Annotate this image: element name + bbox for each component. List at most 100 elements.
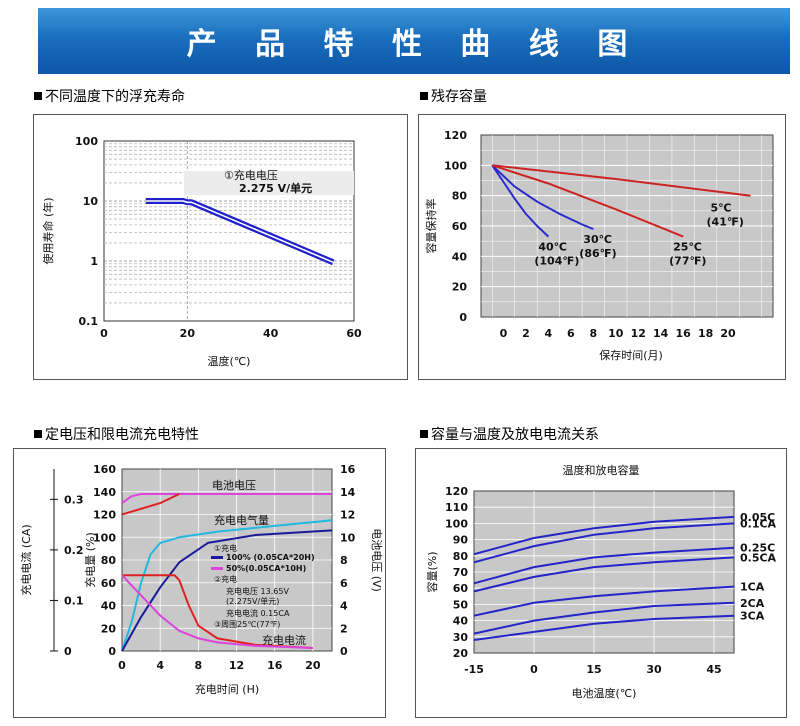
y-right-tick-label: 14 [340,486,356,499]
y-tick-label: 140 [93,486,116,499]
series-label: 2CA [740,597,765,610]
series-label-sub: (77℉) [669,255,706,268]
y-tick-label: 50 [453,598,469,611]
y-tick-label: 20 [453,647,469,660]
y-right-tick-label: 0 [340,645,348,658]
legend-swatch-navy [211,556,223,559]
x-tick-label: 60 [346,327,362,340]
y-tick-label: 160 [93,463,116,476]
y-tick-label: 120 [444,129,467,142]
y-tick-label: 90 [453,534,469,547]
series-line [473,515,735,556]
y-tick-label: 100 [444,159,467,172]
y-tick-label: 1 [90,255,98,268]
series-line [492,164,751,197]
x-tick-label: 45 [706,663,721,676]
annotation-box [184,171,354,195]
series-label: 1CA [740,581,765,594]
x-tick-label: 4 [156,659,164,672]
y-right-tick-label: 4 [340,600,348,613]
series-label: 30℃ [583,233,612,246]
bullet-square-icon [34,430,42,438]
annot-legend-2a: ②充电 [214,574,237,584]
chart-title: 温度和放电容量 [563,463,640,477]
bullet-square-icon [420,92,428,100]
series-label: 40℃ [538,241,567,254]
y-right-tick-label: 8 [340,554,348,567]
series-label-sub: (104℉) [534,255,579,268]
y-tick-label: 120 [93,509,116,522]
current-axis-label: 充电电流 (CA) [19,524,33,595]
current-tick-label: 0.3 [64,493,84,506]
y-tick-label: 100 [75,135,98,148]
y-axis-label: 使用寿命 (年) [41,197,55,264]
y-axis-label: 容量保持率 [424,199,438,254]
y-tick-label: 40 [101,600,117,613]
y-tick-label: 20 [101,622,117,635]
x-tick-label: -15 [464,663,484,676]
series-line [473,585,735,617]
y-tick-label: 120 [445,485,468,498]
y-tick-label: 20 [452,281,468,294]
y-right-tick-label: 10 [340,531,356,544]
y-tick-label: 100 [93,531,116,544]
x-tick-label: 18 [698,327,713,340]
chart-charge-panel: 0 4 8 12 16 20 0 20 40 60 80 100 120 140 160 0 2 4 6 8 10 12 1… [13,448,386,718]
chart-capacity-temp-panel: 温度和放电容量 0.05C 0.1CA 0.25C 0.5CA 1CA 2CA 3CA -1… [415,448,787,718]
series-line [491,164,550,238]
current-tick-label: 0 [64,645,72,658]
annot-legend-2c: (2.275V/单元) [226,596,279,606]
chart-residual-capacity-panel: 40℃ (104℉) 30℃ (86℉) 25℃ (77℉) 5℃ (41℉) 0 2 4 6 8 10… [418,114,786,380]
section-title-charge: 定电压和限电流充电特性 [34,424,199,444]
y-tick-label: 110 [445,501,468,514]
series-line [491,164,594,230]
annotation-line-2: 2.275 V/单元 [239,181,312,195]
bullet-square-icon [34,92,42,100]
series-label-sub: (86℉) [579,247,616,260]
annot-legend-1c: 50%(0.05CA*10H) [226,564,306,573]
x-tick-label: 0 [118,659,126,672]
annot-current: 充电电流 [262,633,306,647]
chart-float-life-panel: ①充电电压 2.275 V/单元 0 20 40 60 0.1 1 10 100 温度(℃) … [33,114,408,380]
series-charge-cyan [121,519,333,652]
series-line [473,556,735,593]
series-label: 3CA [740,610,765,623]
y-tick-label: 0 [108,645,116,658]
series-line [473,522,735,564]
y-tick-label: 0 [459,311,467,324]
annot-legend-1b: 100% (0.05CA*20H) [226,553,315,562]
y-tick-label: 30 [453,631,469,644]
y-tick-label: 40 [453,615,469,628]
y-tick-label: 70 [453,566,469,579]
series-label: 0.05C [740,511,775,524]
x-tick-label: 4 [545,327,553,340]
x-tick-label: 20 [305,659,321,672]
x-tick-label: 0 [500,327,508,340]
x-tick-label: 40 [263,327,279,340]
x-tick-label: 8 [195,659,203,672]
x-tick-label: 0 [530,663,538,676]
series-charge-navy [121,529,333,652]
x-tick-label: 16 [267,659,283,672]
y-right-tick-label: 12 [340,509,355,522]
y-tick-label: 60 [101,577,117,590]
y-tick-label: 0.1 [79,315,99,328]
voltage-axis-label: 电池电压 (V) [370,528,383,592]
charge-axis-label: 充电量 (%) [83,532,97,588]
y-tick-label: 60 [453,582,469,595]
series-label: 0.25C [740,542,775,555]
x-tick-label: 12 [229,659,244,672]
x-tick-label: 10 [608,327,624,340]
series-line [473,546,735,585]
x-tick-label: 6 [567,327,575,340]
current-tick-label: 0.2 [64,544,84,557]
series-voltage-magenta [121,493,332,504]
series-line [473,601,735,635]
x-axis-label: 保存时间(月) [599,348,663,362]
series-label: 0.1CA [740,517,777,530]
y-tick-label: 80 [101,554,117,567]
chart-residual-capacity: 40℃(104℉) 30℃(86℉) 25℃(77℉) 5℃(41℉) 0 2 4 6 8 10… [424,129,774,362]
section-title-residual-capacity: 残存容量 [420,86,487,106]
